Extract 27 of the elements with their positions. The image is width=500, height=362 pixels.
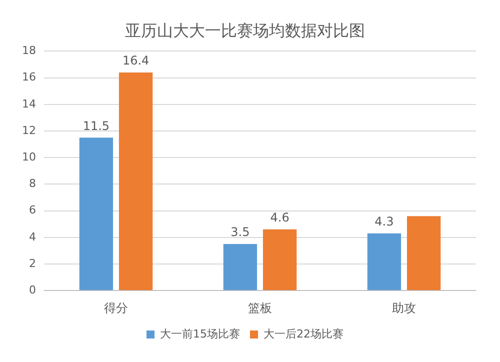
legend-label: 大一后22场比赛 bbox=[264, 327, 344, 340]
data-label: 11.5 bbox=[82, 118, 110, 133]
x-tick-label: 篮板 bbox=[248, 300, 272, 315]
bar bbox=[118, 72, 153, 290]
y-tick-label: 2 bbox=[28, 256, 36, 270]
chart-title: 亚历山大大一比赛场均数据对比图 bbox=[125, 20, 365, 40]
data-label: 4.6 bbox=[270, 210, 290, 225]
y-tick-label: 0 bbox=[28, 283, 36, 296]
bar bbox=[223, 244, 258, 290]
bar bbox=[79, 138, 114, 290]
bar bbox=[406, 216, 441, 290]
x-tick-label: 助攻 bbox=[392, 300, 416, 315]
data-label: 16.4 bbox=[122, 54, 150, 68]
bar bbox=[367, 233, 402, 290]
y-tick-label: 8 bbox=[28, 177, 36, 190]
y-tick-label: 18 bbox=[22, 44, 36, 58]
y-tick-label: 10 bbox=[22, 150, 36, 164]
data-label: 4.3 bbox=[374, 214, 394, 229]
x-tick-label: 得分 bbox=[104, 300, 128, 315]
legend-label: 大一前15场比赛 bbox=[160, 327, 240, 340]
y-tick-label: 16 bbox=[22, 70, 36, 84]
y-tick-label: 6 bbox=[28, 204, 36, 217]
data-label: 3.5 bbox=[230, 225, 250, 240]
bar bbox=[262, 229, 297, 290]
y-tick-label: 14 bbox=[22, 97, 36, 110]
y-tick-label: 4 bbox=[28, 230, 36, 244]
y-tick-label: 12 bbox=[22, 124, 36, 137]
